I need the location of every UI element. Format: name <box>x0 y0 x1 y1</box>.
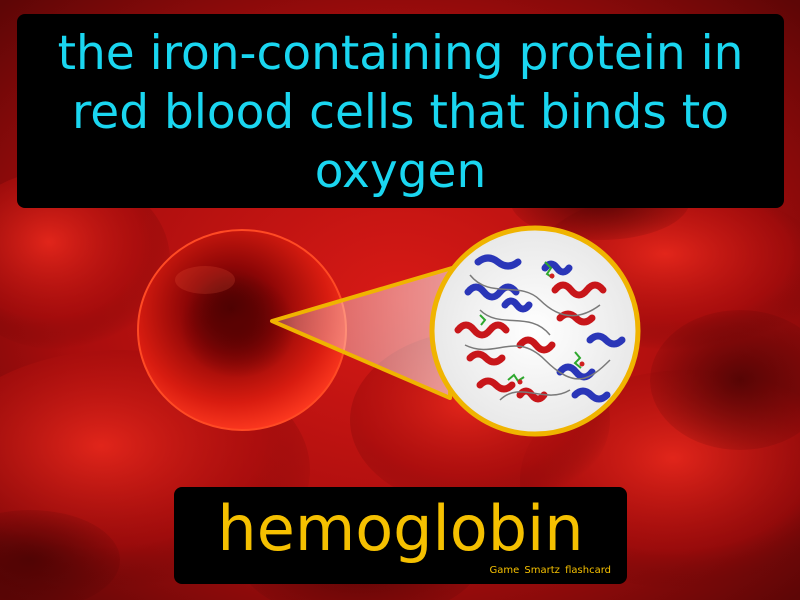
term-box: hemoglobin Game Smartz flashcard <box>174 487 627 584</box>
protein-structure-icon <box>429 225 641 437</box>
brand-caption: Game Smartz flashcard <box>489 565 611 576</box>
term-text: hemoglobin <box>217 492 584 565</box>
definition-box: the iron-containing protein in red blood… <box>17 14 784 208</box>
red-blood-cell-icon <box>137 229 347 431</box>
definition-text: the iron-containing protein in red blood… <box>57 26 744 199</box>
